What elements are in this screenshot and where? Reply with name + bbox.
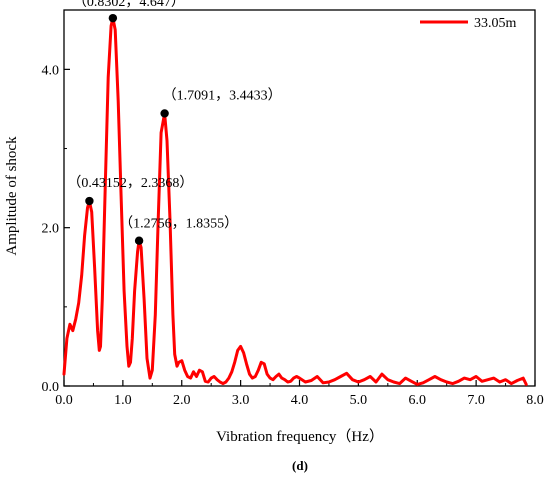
x-tick-label: 4.0	[291, 393, 309, 408]
peak-marker	[108, 13, 118, 23]
plot-frame	[63, 9, 536, 387]
x-tick-label: 2.0	[173, 393, 191, 408]
x-tick-label: 8.0	[526, 393, 544, 408]
x-axis-label: Vibration frequency（Hz）	[216, 428, 384, 445]
peak-label: （0.43152，2.3368）	[67, 175, 193, 191]
peak-label: （0.8302，4.647）	[73, 0, 185, 10]
x-tick-label: 6.0	[409, 393, 427, 408]
x-tick-label: 3.0	[232, 393, 250, 408]
peak-label: （1.7091，3.4433）	[163, 87, 282, 103]
peak-label: （1.2756，1.8355）	[119, 216, 238, 232]
y-tick-label: 2.0	[42, 222, 60, 237]
series-line	[62, 16, 528, 386]
legend-label: 33.05m	[474, 16, 517, 31]
x-tick-label: 0.0	[55, 393, 73, 408]
y-tick-label: 0.0	[42, 380, 60, 395]
y-tick-label: 4.0	[42, 63, 60, 78]
series-group	[62, 16, 528, 386]
peak-marker	[85, 196, 94, 206]
y-axis-label: Amplitude of shock	[4, 136, 20, 256]
y-axis-ticks: 0.0 2.0 4.0	[42, 63, 70, 395]
peak-marker	[134, 236, 144, 245]
figure-caption: (d)	[292, 458, 308, 473]
legend: 33.05m	[420, 16, 517, 31]
x-tick-label: 5.0	[350, 393, 368, 408]
x-axis-ticks: 0.0 1.0 2.0 3.0 4.0 5.0 6.0 7.0 8.0	[55, 380, 544, 408]
annotations: （0.8302，4.647） （1.7091，3.4433） （0.43152，2.…	[67, 0, 282, 245]
plot-border	[63, 9, 536, 387]
x-tick-label: 1.0	[114, 393, 132, 408]
x-tick-label: 7.0	[467, 393, 485, 408]
peak-marker	[160, 109, 169, 118]
